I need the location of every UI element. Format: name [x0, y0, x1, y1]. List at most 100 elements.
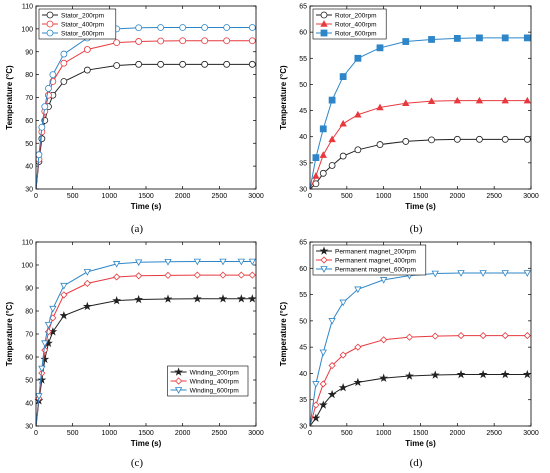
data-point [523, 34, 531, 42]
series-line-2 [35, 27, 253, 190]
data-point [164, 271, 172, 279]
legend-marker-2 [174, 387, 183, 394]
data-point [379, 373, 389, 382]
data-point [112, 296, 122, 305]
legend: Rotor_200rpm Rotor_400rpm Rotor_600rpm [312, 8, 387, 40]
series-line-1 [309, 335, 528, 427]
caption: (a) [131, 223, 144, 235]
x-axis-label: Time (s) [131, 439, 162, 448]
data-point [179, 24, 187, 31]
series-line-0 [35, 63, 253, 190]
data-point [218, 294, 228, 303]
y-axis-label: Temperature (°C) [5, 301, 14, 366]
legend-marker-0 [319, 246, 329, 255]
data-point [60, 50, 68, 58]
data-point [193, 271, 201, 279]
data-point [83, 46, 91, 53]
legend: Permanent magnet_200rpm Permanent magnet_… [312, 244, 427, 276]
x-tick-label: 3000 [248, 193, 264, 200]
x-tick-label: 0 [34, 193, 38, 200]
data-point [41, 346, 49, 354]
data-point [219, 271, 227, 279]
x-tick-label: 2000 [450, 430, 466, 437]
data-point [431, 270, 439, 278]
x-tick-label: 0 [308, 430, 312, 437]
data-point [327, 389, 337, 399]
legend-label: Winding_400rpm [190, 378, 239, 385]
data-point [49, 71, 57, 79]
data-point [135, 38, 143, 45]
data-point [453, 35, 461, 42]
data-point [476, 34, 483, 42]
data-point [248, 37, 256, 45]
chart-0: 0 500 1000 1500 2000 2500 3000 30 40 50 60 70 80 90 10… [5, 4, 264, 236]
data-point [353, 377, 363, 387]
legend-label: Permanent magnet_600rpm [335, 266, 416, 273]
data-point [193, 258, 202, 266]
x-tick-label: 500 [341, 193, 353, 200]
data-point [405, 333, 414, 341]
data-point [41, 103, 49, 111]
x-tick-label: 2500 [486, 430, 502, 437]
data-point [38, 135, 46, 143]
legend: Winding_200rpm Winding_400rpm Winding_600r… [167, 365, 249, 397]
y-tick-label: 30 [299, 187, 307, 194]
data-point [476, 135, 483, 143]
data-point [328, 318, 336, 325]
data-point [312, 401, 320, 409]
plot-frame [35, 241, 257, 427]
legend-label: Stator_600rpm [61, 30, 104, 37]
y-tick-label: 60 [25, 118, 33, 125]
data-point [236, 294, 246, 303]
data-point [44, 321, 53, 329]
data-point [82, 301, 92, 311]
series-line-2 [35, 261, 253, 427]
y-tick-label: 65 [299, 4, 307, 11]
data-point [376, 103, 384, 111]
data-point [339, 152, 347, 160]
y-tick-label: 40 [25, 164, 33, 171]
data-point [523, 332, 531, 340]
data-point [431, 332, 439, 340]
y-tick-label: 55 [299, 292, 307, 299]
x-tick-label: 3000 [248, 430, 264, 437]
legend-marker-0 [174, 367, 183, 376]
legend-marker-2 [320, 29, 328, 37]
data-point [113, 39, 121, 46]
y-tick-label: 30 [25, 187, 33, 194]
data-point [201, 24, 209, 31]
y-tick-label: 30 [25, 424, 33, 431]
y-tick-label: 70 [25, 95, 33, 102]
data-point [164, 258, 172, 266]
y-tick-label: 40 [299, 371, 307, 378]
data-point [157, 60, 165, 68]
x-tick-label: 1500 [413, 193, 429, 200]
data-point [223, 37, 231, 45]
data-point [223, 60, 231, 68]
legend-label: Permanent magnet_400rpm [335, 257, 416, 264]
x-tick-label: 500 [67, 193, 79, 200]
y-tick-label: 80 [25, 309, 33, 316]
data-point [405, 371, 414, 380]
data-point [37, 375, 47, 384]
data-point [338, 382, 348, 392]
x-axis-label: Time (s) [131, 202, 162, 211]
legend-label: Rotor_200rpm [335, 12, 377, 19]
y-tick-label: 45 [299, 108, 307, 115]
data-point [201, 60, 209, 68]
y-tick-label: 50 [25, 378, 33, 385]
data-point [45, 84, 52, 92]
y-tick-label: 30 [299, 424, 307, 431]
legend-label: Stator_400rpm [61, 21, 104, 28]
data-point [83, 269, 92, 276]
data-point [60, 78, 68, 85]
x-tick-label: 2000 [175, 430, 191, 437]
data-point [402, 138, 410, 145]
legend-label: Winding_200rpm [190, 369, 239, 376]
x-tick-label: 1500 [138, 193, 154, 200]
y-tick-label: 60 [25, 355, 33, 362]
data-point [354, 110, 362, 118]
y-tick-label: 100 [21, 263, 33, 270]
data-point [479, 332, 487, 340]
